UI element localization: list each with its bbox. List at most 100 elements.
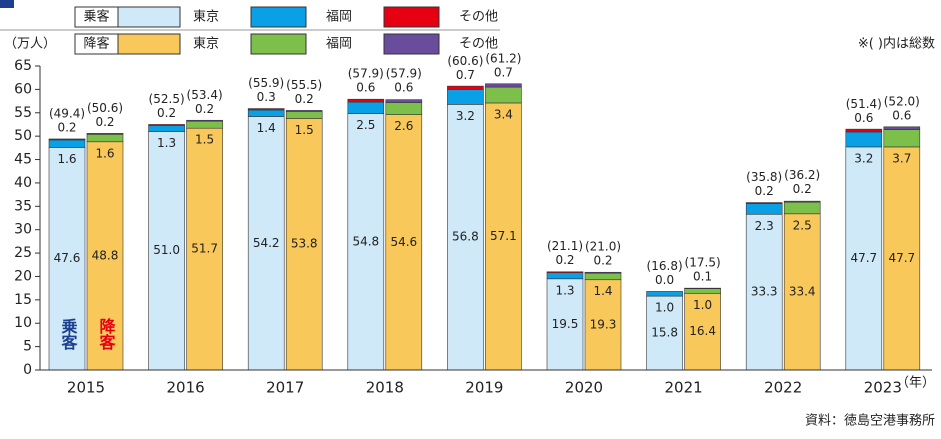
value-label: 0.6: [356, 81, 375, 95]
x-tick-label: 2019: [465, 379, 503, 397]
x-tick-label: 2023: [864, 379, 902, 397]
value-label: 0.7: [494, 65, 513, 79]
y-tick-label: 5: [23, 339, 32, 355]
value-label: 0.7: [456, 68, 475, 82]
y-tick-label: 40: [14, 175, 32, 191]
y-tick-label: 15: [14, 292, 32, 308]
value-label: 1.3: [157, 136, 176, 150]
value-label: 51.0: [153, 243, 180, 257]
value-label: 3.2: [456, 109, 475, 123]
y-axis-label: （万人）: [4, 37, 56, 52]
value-label: 0.2: [755, 184, 774, 198]
value-label: 1.4: [593, 284, 612, 298]
bar-segment: [846, 129, 882, 132]
y-tick-label: 20: [14, 268, 32, 284]
legend-label: その他: [459, 37, 498, 52]
bar-segment: [447, 86, 483, 89]
value-label: 1.4: [257, 121, 276, 135]
value-label: 2.5: [793, 218, 812, 232]
x-tick-label: 2020: [565, 379, 603, 397]
bar-segment: [149, 125, 185, 131]
bar-segment: [884, 130, 920, 147]
bar-segment: [49, 139, 85, 140]
value-label: 51.7: [191, 242, 218, 256]
value-label: 0.2: [95, 115, 114, 129]
value-label: 3.7: [892, 151, 911, 165]
value-label: 0.6: [854, 111, 873, 125]
value-label: 48.8: [92, 248, 119, 262]
value-label: 0.3: [257, 90, 276, 104]
x-tick-label: 2021: [665, 379, 703, 397]
value-label: 0.2: [793, 182, 812, 196]
legend-group-label: 降客: [83, 36, 109, 52]
value-label: 54.8: [352, 234, 379, 248]
bar-segment: [286, 111, 322, 118]
total-label: (53.4): [187, 88, 223, 102]
value-label: 47.6: [54, 251, 81, 265]
total-label: (49.4): [49, 106, 85, 120]
y-tick-label: 65: [14, 58, 32, 74]
total-label: (60.6): [447, 54, 483, 68]
total-label: (52.0): [884, 94, 920, 108]
value-label: 54.2: [253, 236, 280, 250]
legend-swatch: [384, 7, 439, 27]
value-label: 0.6: [394, 81, 413, 95]
value-label: 53.8: [291, 237, 318, 251]
bar-segment: [49, 140, 85, 147]
chart: （万人） ※( )内は総数 （年） 資料：徳島空港事務所 乗客東京福岡その他降客…: [0, 0, 941, 435]
corner-mark: [0, 0, 14, 8]
value-label: 3.4: [494, 107, 513, 121]
bar-segment: [348, 99, 384, 102]
x-tick-label: 2015: [67, 379, 105, 397]
y-tick-label: 35: [14, 198, 32, 214]
value-label: 2.6: [394, 119, 413, 133]
bar-segment: [485, 84, 521, 87]
bar-segment: [846, 132, 882, 147]
bar-segment: [248, 109, 284, 110]
value-label: 57.1: [490, 229, 517, 243]
value-label: 2.3: [755, 219, 774, 233]
total-label: (36.2): [784, 168, 820, 182]
bar-segment: [784, 201, 820, 202]
bar-segment: [248, 110, 284, 117]
legend-label: その他: [459, 10, 498, 25]
y-tick-label: 55: [14, 105, 32, 121]
legend-label: 東京: [193, 36, 219, 52]
total-label: (50.6): [87, 101, 123, 115]
value-label: 19.5: [552, 317, 579, 331]
bar-segment: [447, 89, 483, 104]
bar-segment: [87, 134, 123, 141]
bar-segment: [784, 202, 820, 214]
total-label: (21.1): [547, 239, 583, 253]
legend-swatch: [251, 7, 306, 27]
bar-segment: [386, 102, 422, 114]
note: ※( )内は総数: [858, 36, 935, 52]
bar-segment: [746, 203, 782, 204]
value-label: 0.6: [892, 108, 911, 122]
total-label: (61.2): [485, 51, 521, 65]
total-label: (21.0): [585, 239, 621, 253]
total-label: (55.9): [248, 76, 284, 90]
x-tick-label: 2016: [167, 379, 205, 397]
total-label: (51.4): [846, 97, 882, 111]
bar-group-label: 降客: [97, 317, 116, 350]
total-label: (17.5): [685, 256, 721, 270]
value-label: 15.8: [651, 326, 678, 340]
total-label: (57.9): [348, 67, 384, 81]
y-tick-label: 10: [14, 315, 32, 331]
bar-segment: [87, 133, 123, 134]
value-label: 0.1: [693, 270, 712, 284]
value-label: 33.3: [751, 285, 778, 299]
value-label: 1.6: [95, 146, 114, 160]
bar-segment: [187, 120, 223, 121]
value-label: 19.3: [590, 317, 617, 331]
total-label: (16.8): [647, 259, 683, 273]
legend-swatch: [384, 34, 439, 54]
y-tick-label: 25: [14, 245, 32, 261]
value-label: 0.2: [57, 120, 76, 134]
legend-group-label: 乗客: [83, 9, 109, 25]
value-label: 1.3: [555, 283, 574, 297]
bar-segment: [485, 87, 521, 103]
bar-segment: [585, 273, 621, 280]
value-label: 33.4: [789, 284, 816, 298]
